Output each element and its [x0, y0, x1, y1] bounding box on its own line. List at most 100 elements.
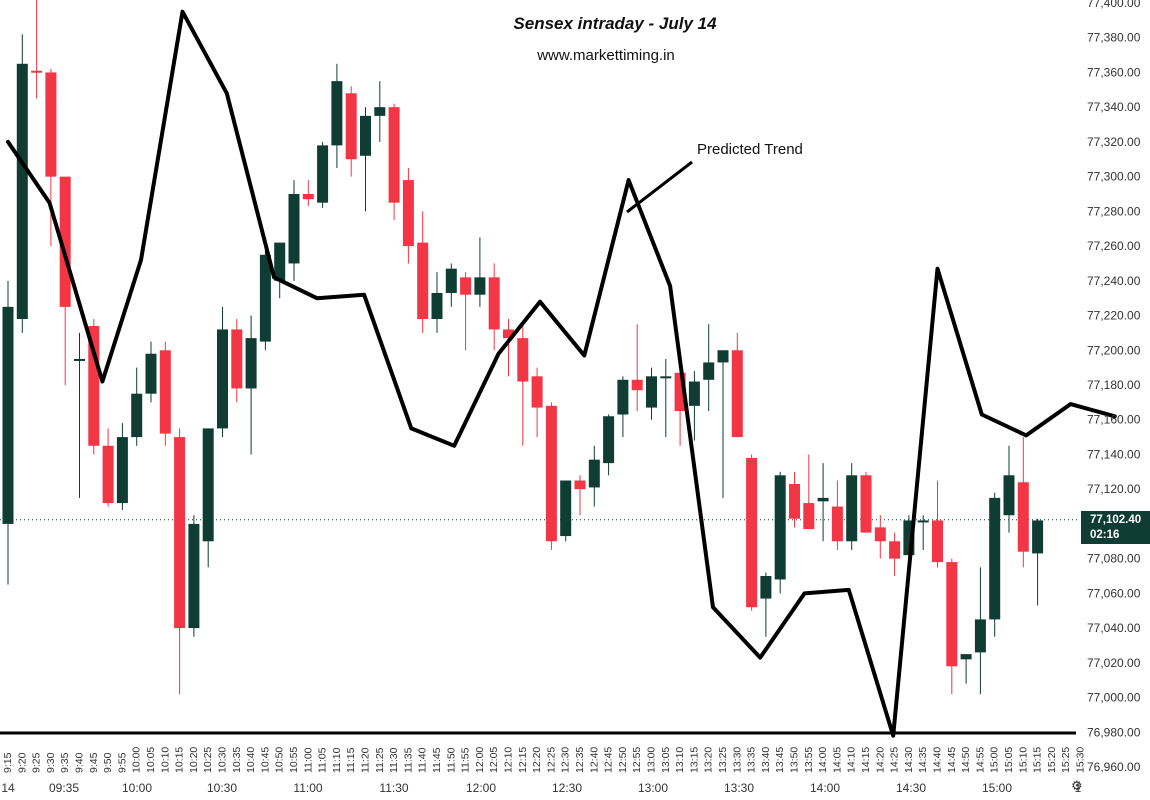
candle-body — [116, 437, 128, 504]
candle-21 — [302, 180, 314, 207]
candle-body — [302, 194, 314, 200]
candle-68 — [974, 567, 986, 695]
candle-body — [474, 277, 486, 295]
chart-title: Sensex intraday - July 14 — [513, 14, 717, 33]
candle-body — [932, 520, 943, 563]
candle-17 — [245, 315, 257, 455]
candle-0 — [2, 280, 14, 585]
predicted-trend-label: Predicted Trend — [697, 141, 803, 158]
candle-14 — [202, 428, 214, 568]
x-tick-label: 15:05 — [1003, 747, 1015, 773]
candle-3 — [45, 68, 57, 247]
y-tick-label: 77,120.00 — [1087, 482, 1141, 496]
x-tick-label: 13:45 — [774, 747, 786, 773]
candle-31 — [445, 263, 457, 307]
candle-11 — [159, 341, 171, 446]
candle-72 — [1032, 518, 1044, 606]
candle-2 — [31, 0, 43, 99]
x-axis-time-label: 10:30 — [207, 781, 237, 795]
candle-body — [259, 254, 271, 342]
x-tick-label: 13:05 — [660, 747, 672, 773]
candle-body — [660, 376, 672, 379]
x-tick-label: 11:05 — [317, 747, 329, 773]
candle-58 — [831, 480, 843, 550]
x-tick-label: 11:50 — [445, 747, 457, 773]
x-tick-label: 9:25 — [31, 752, 43, 773]
x-tick-label: 9:50 — [102, 752, 114, 773]
x-tick-label: 11:30 — [388, 747, 400, 773]
candle-47 — [674, 367, 686, 446]
candle-body — [88, 325, 100, 446]
x-tick-label: 9:15 — [2, 752, 14, 773]
candle-27 — [388, 103, 400, 221]
candle-body — [517, 338, 529, 382]
x-tick-label: 13:55 — [803, 747, 815, 773]
x-tick-label: 11:15 — [345, 747, 357, 773]
candle-body — [574, 480, 586, 490]
x-axis-time-label: 13:30 — [724, 781, 754, 795]
x-tick-label: 14:25 — [889, 747, 901, 773]
candle-49 — [703, 324, 715, 412]
x-tick-label: 12:10 — [503, 747, 515, 773]
x-tick-label: 13:10 — [674, 747, 686, 773]
y-tick-label: 77,160.00 — [1087, 413, 1141, 427]
candle-body — [731, 350, 743, 438]
x-tick-label: 13:20 — [703, 747, 715, 773]
x-tick-label: 11:20 — [360, 747, 372, 773]
x-tick-label: 12:30 — [560, 747, 572, 773]
x-tick-label: 10:05 — [145, 747, 157, 773]
candle-20 — [288, 180, 300, 281]
x-tick-label: 10:00 — [131, 747, 143, 773]
x-tick-label: 14:40 — [932, 747, 944, 773]
y-tick-label: 77,220.00 — [1087, 309, 1141, 323]
candle-54 — [774, 471, 786, 594]
x-tick-label: 9:40 — [74, 752, 86, 773]
x-tick-label: 13:35 — [746, 747, 758, 773]
candle-59 — [846, 463, 858, 550]
candle-body — [774, 475, 786, 580]
candle-61 — [874, 515, 886, 559]
candle-body — [402, 180, 414, 247]
candle-body — [145, 353, 157, 394]
x-tick-label: 11:00 — [302, 747, 314, 773]
candle-body — [1032, 520, 1044, 554]
candles-layer — [0, 0, 1080, 695]
y-tick-label: 77,340.00 — [1087, 100, 1141, 114]
candle-body — [388, 107, 400, 203]
candle-40 — [574, 475, 586, 516]
x-tick-label: 11:25 — [374, 747, 386, 773]
candle-1 — [16, 34, 28, 333]
x-tick-label: 14:55 — [974, 747, 986, 773]
candle-44 — [631, 324, 643, 412]
y-tick-label: 76,980.00 — [1087, 725, 1141, 739]
x-axis-time-label: 11:00 — [293, 781, 322, 795]
x-tick-label: 14:50 — [960, 747, 972, 773]
x-axis-time-label: 12:00 — [466, 781, 496, 795]
candle-body — [31, 70, 43, 73]
candle-body — [560, 480, 572, 537]
x-tick-label: 9:35 — [59, 752, 71, 773]
candle-7 — [102, 428, 114, 507]
x-axis-time-label: 14 — [1, 781, 15, 795]
candle-57 — [817, 463, 829, 542]
candle-body — [231, 329, 243, 389]
x-axis-time-label: 15:00 — [982, 781, 1012, 795]
candle-62 — [889, 532, 901, 576]
candle-23 — [331, 63, 343, 168]
y-tick-label: 77,080.00 — [1087, 552, 1141, 566]
candle-25 — [360, 107, 371, 212]
settings-icon[interactable]: ⚙ — [1071, 778, 1083, 793]
x-tick-label: 14:20 — [874, 747, 886, 773]
candle-body — [631, 379, 643, 391]
candle-body — [2, 306, 14, 524]
x-tick-label: 10:15 — [174, 747, 186, 773]
x-tick-label: 15:30 — [1075, 747, 1087, 773]
x-tick-label: 15:25 — [1060, 747, 1072, 773]
x-tick-label: 12:55 — [631, 747, 643, 773]
candle-body — [131, 393, 143, 438]
candle-body — [717, 350, 729, 363]
candle-6 — [88, 319, 100, 455]
candle-body — [789, 483, 800, 519]
y-tick-label: 77,180.00 — [1087, 378, 1141, 392]
